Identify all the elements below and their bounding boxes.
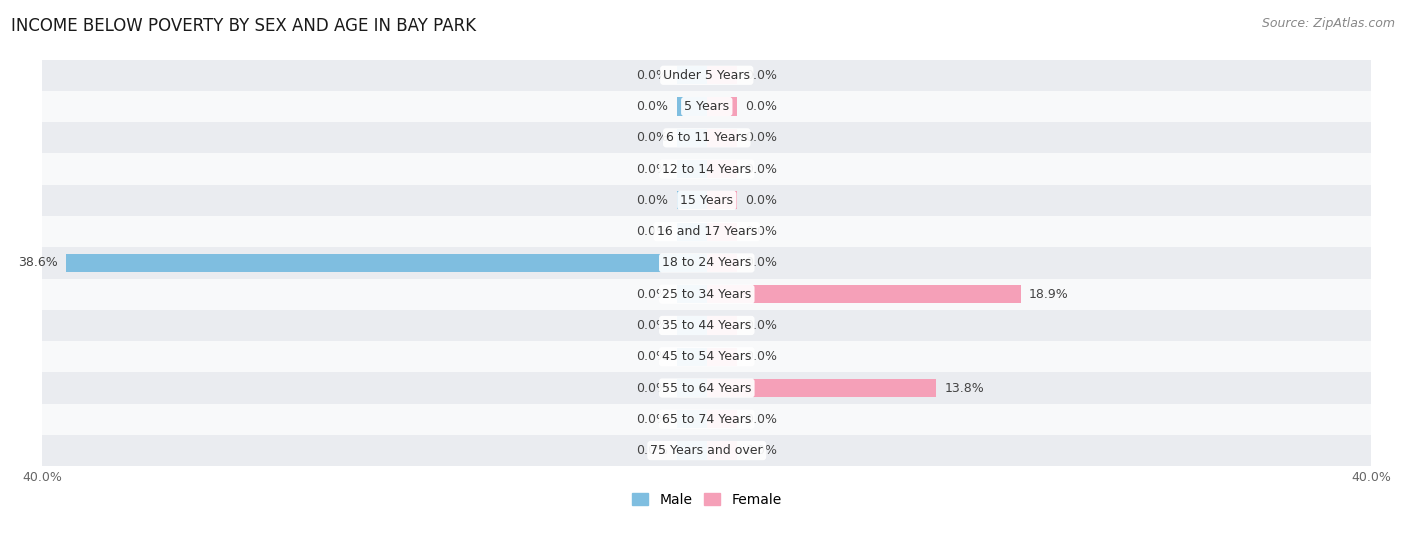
Text: 0.0%: 0.0% <box>637 319 669 332</box>
Bar <box>42 372 1371 403</box>
Bar <box>42 216 1371 247</box>
Bar <box>42 278 1371 310</box>
Bar <box>676 441 707 460</box>
Bar <box>42 403 1371 435</box>
Bar <box>42 341 1371 372</box>
Bar <box>707 285 1021 303</box>
Text: 0.0%: 0.0% <box>745 100 778 113</box>
Text: INCOME BELOW POVERTY BY SEX AND AGE IN BAY PARK: INCOME BELOW POVERTY BY SEX AND AGE IN B… <box>11 17 477 35</box>
Text: 0.0%: 0.0% <box>745 350 778 363</box>
Text: 5 Years: 5 Years <box>685 100 730 113</box>
Text: Source: ZipAtlas.com: Source: ZipAtlas.com <box>1261 17 1395 30</box>
Text: 0.0%: 0.0% <box>637 382 669 395</box>
Bar <box>676 379 707 397</box>
Bar <box>707 160 737 178</box>
Bar <box>707 441 737 460</box>
Text: Under 5 Years: Under 5 Years <box>664 69 751 82</box>
Legend: Male, Female: Male, Female <box>626 487 787 512</box>
Bar <box>42 91 1371 122</box>
Bar <box>707 129 737 147</box>
Bar <box>676 129 707 147</box>
Text: 6 to 11 Years: 6 to 11 Years <box>666 131 748 145</box>
Bar <box>707 223 737 240</box>
Bar <box>707 379 936 397</box>
Bar <box>42 153 1371 185</box>
Bar <box>707 316 737 335</box>
Text: 65 to 74 Years: 65 to 74 Years <box>662 413 751 426</box>
Bar <box>676 191 707 209</box>
Text: 15 Years: 15 Years <box>681 194 734 207</box>
Bar <box>42 435 1371 466</box>
Text: 45 to 54 Years: 45 to 54 Years <box>662 350 751 363</box>
Text: 0.0%: 0.0% <box>745 162 778 176</box>
Bar <box>676 410 707 429</box>
Text: 0.0%: 0.0% <box>745 444 778 457</box>
Text: 0.0%: 0.0% <box>745 225 778 238</box>
Bar <box>707 98 737 116</box>
Bar <box>676 223 707 240</box>
Bar <box>66 254 707 272</box>
Text: 0.0%: 0.0% <box>637 194 669 207</box>
Text: 0.0%: 0.0% <box>637 100 669 113</box>
Text: 12 to 14 Years: 12 to 14 Years <box>662 162 751 176</box>
Text: 38.6%: 38.6% <box>18 257 58 270</box>
Text: 0.0%: 0.0% <box>637 413 669 426</box>
Text: 18 to 24 Years: 18 to 24 Years <box>662 257 751 270</box>
Bar <box>676 66 707 84</box>
Text: 0.0%: 0.0% <box>745 319 778 332</box>
Text: 0.0%: 0.0% <box>637 350 669 363</box>
Bar <box>676 285 707 303</box>
Text: 0.0%: 0.0% <box>637 225 669 238</box>
Bar <box>707 66 737 84</box>
Bar <box>707 254 737 272</box>
Text: 0.0%: 0.0% <box>745 194 778 207</box>
Bar <box>707 191 737 209</box>
Text: 75 Years and over: 75 Years and over <box>651 444 763 457</box>
Text: 18.9%: 18.9% <box>1029 288 1069 301</box>
Text: 0.0%: 0.0% <box>637 131 669 145</box>
Text: 0.0%: 0.0% <box>637 444 669 457</box>
Text: 13.8%: 13.8% <box>945 382 984 395</box>
Text: 0.0%: 0.0% <box>745 131 778 145</box>
Bar <box>676 160 707 178</box>
Bar <box>676 316 707 335</box>
Bar <box>42 247 1371 278</box>
Text: 0.0%: 0.0% <box>637 288 669 301</box>
Bar <box>42 185 1371 216</box>
Text: 0.0%: 0.0% <box>637 162 669 176</box>
Text: 0.0%: 0.0% <box>637 69 669 82</box>
Text: 55 to 64 Years: 55 to 64 Years <box>662 382 751 395</box>
Bar <box>42 122 1371 153</box>
Bar <box>707 348 737 366</box>
Bar <box>42 60 1371 91</box>
Text: 0.0%: 0.0% <box>745 69 778 82</box>
Bar <box>42 310 1371 341</box>
Text: 25 to 34 Years: 25 to 34 Years <box>662 288 751 301</box>
Bar <box>676 348 707 366</box>
Text: 0.0%: 0.0% <box>745 413 778 426</box>
Text: 0.0%: 0.0% <box>745 257 778 270</box>
Text: 35 to 44 Years: 35 to 44 Years <box>662 319 751 332</box>
Text: 16 and 17 Years: 16 and 17 Years <box>657 225 756 238</box>
Bar <box>707 410 737 429</box>
Bar <box>676 98 707 116</box>
